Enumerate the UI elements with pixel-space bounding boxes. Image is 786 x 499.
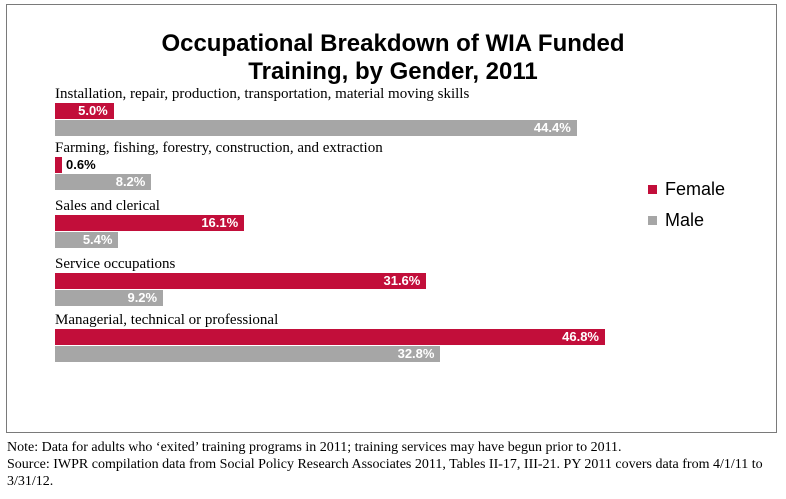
bar-male [55,346,441,362]
category-label: Managerial, technical or professional [55,312,279,328]
data-label: 46.8% [562,329,599,344]
footnotes: Note: Data for adults who ‘exited’ train… [7,439,782,490]
legend-male: Male [648,210,704,231]
category-label: Farming, fishing, forestry, construction… [55,140,383,156]
legend-label-female: Female [665,179,726,199]
chart-frame [6,4,777,433]
bar-male [55,290,164,306]
bar-male [55,232,119,248]
title-line-1: Occupational Breakdown of WIA Funded [161,30,625,57]
data-label: 5.4% [82,232,113,247]
note-line: Note: Data for adults who ‘exited’ train… [7,440,622,455]
source-line: Source: IWPR compilation data from Socia… [7,457,763,489]
chart-title: Occupational Breakdown of WIA Funded Tra… [0,30,786,86]
data-label: 0.6% [66,157,96,172]
bar-female [55,157,63,173]
category-label: Sales and clerical [55,198,160,214]
data-label: 44.4% [533,120,571,135]
data-label: 16.1% [201,215,239,230]
bar-male [55,120,577,136]
bar-female [55,273,427,289]
legend-swatch-male [648,216,657,225]
legend-female: Female [648,179,725,200]
bar-female [55,215,245,231]
data-label: 5.0% [78,103,108,118]
legend-swatch-female [648,185,657,194]
title-line-2: Training, by Gender, 2011 [248,58,538,85]
data-label: 32.8% [397,346,435,361]
data-label: 31.6% [383,273,421,288]
data-label: 9.2% [127,290,158,305]
bar-female [55,329,605,345]
bar-female [55,103,114,119]
data-label: 8.2% [115,174,146,189]
legend-label-male: Male [665,210,705,230]
category-label: Service occupations [55,256,176,272]
bar-male [55,174,152,190]
category-label: Installation, repair, production, transp… [55,86,470,102]
